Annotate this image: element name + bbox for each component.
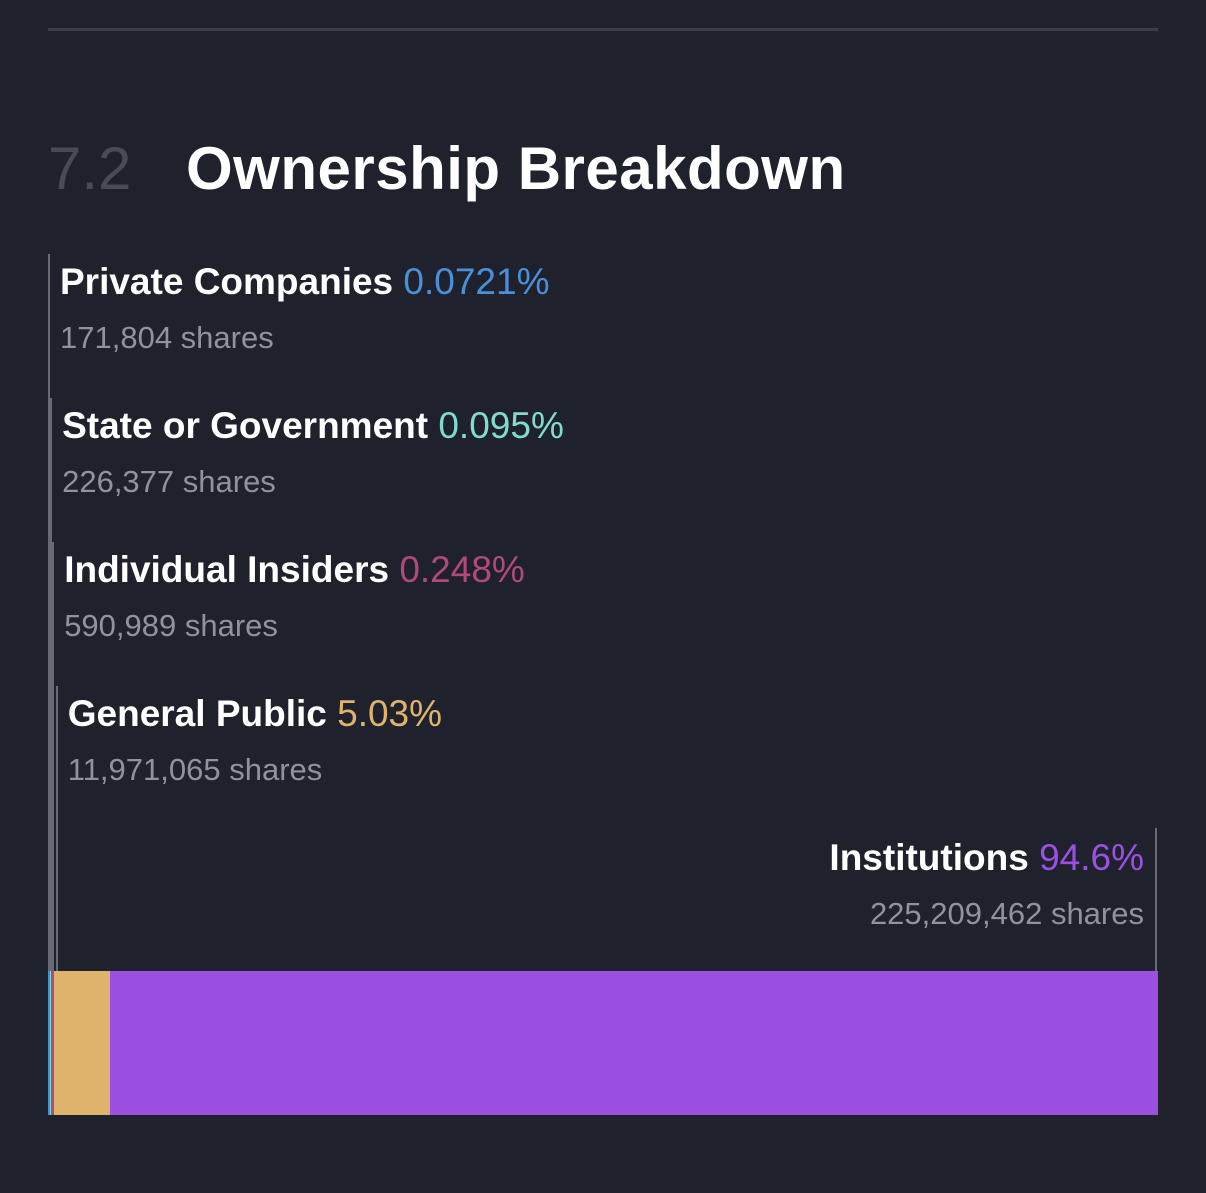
percentage-value: 0.0721% [403,261,550,302]
label-institutions: Institutions 94.6% 225,209,462 shares [829,830,1144,942]
leader-line-general-public [55,686,58,971]
leader-line-private-companies [48,254,50,971]
category-name: Private Companies [60,261,404,302]
share-count: 590,989 shares [64,608,278,643]
label-individual-insiders: Individual Insiders 0.248% 590,989 shares [64,542,525,654]
share-count: 225,209,462 shares [869,896,1144,931]
section-title: Ownership Breakdown [186,134,846,202]
section-number: 7.2 [48,134,132,202]
label-general-public: General Public 5.03% 11,971,065 shares [68,686,442,798]
share-count: 226,377 shares [62,464,276,499]
label-title-individual-insiders: Individual Insiders 0.248% [64,542,525,598]
ownership-stacked-bar [48,971,1158,1115]
category-name: Individual Insiders [64,549,400,590]
label-private-companies: Private Companies 0.0721% 171,804 shares [60,254,549,366]
percentage-value: 0.095% [438,405,564,446]
leader-line-state-or-government [50,398,53,971]
section-header: 7.2 Ownership Breakdown [48,128,846,208]
percentage-value: 5.03% [337,693,443,734]
category-name: Institutions [829,837,1040,878]
share-count: 11,971,065 shares [67,752,323,787]
percentage-value: 0.248% [399,549,525,590]
label-title-state-or-government: State or Government 0.095% [62,398,564,454]
bar-segment-institutions [109,971,1158,1115]
bar-segment-state-or-government [49,971,51,1115]
bar-segment-individual-insiders [51,971,54,1115]
category-name: General Public [67,693,338,734]
label-state-or-government: State or Government 0.095% 226,377 shares [62,398,564,510]
top-divider [48,28,1158,31]
label-title-private-companies: Private Companies 0.0721% [60,254,549,310]
leader-line-individual-insiders [52,542,55,971]
label-title-institutions: Institutions 94.6% [829,830,1144,886]
bar-segment-private-companies [48,971,50,1115]
share-count: 171,804 shares [60,320,274,355]
label-title-general-public: General Public 5.03% [68,686,442,742]
percentage-value: 94.6% [1039,837,1144,878]
category-name: State or Government [62,405,439,446]
leader-line-institutions [1155,828,1157,971]
bar-segment-general-public [53,971,110,1115]
